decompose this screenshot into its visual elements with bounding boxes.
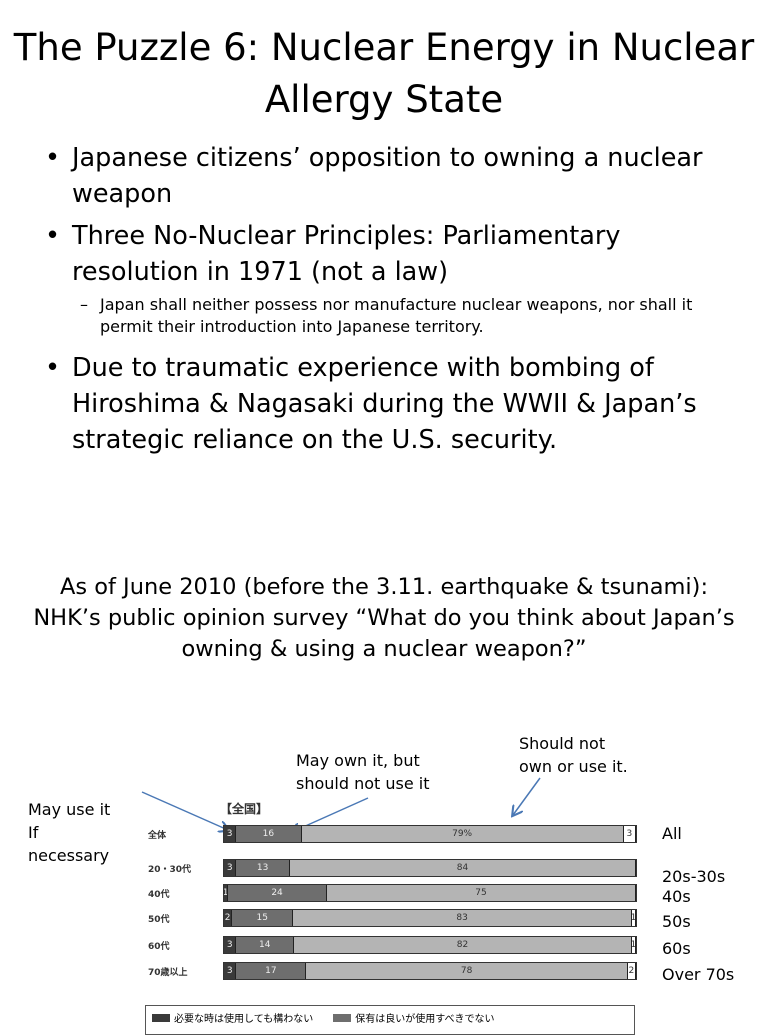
slide-title: The Puzzle 6: Nuclear Energy in Nuclear … — [13, 26, 755, 121]
bar-row: 12475 — [223, 884, 637, 902]
bar-segment: 83 — [293, 910, 632, 926]
bar-segment: 2 — [224, 910, 233, 926]
bar-segment: 16 — [236, 826, 302, 842]
bar-segment: 82 — [294, 937, 632, 953]
bar-segment: 78 — [306, 963, 628, 979]
category-label: 50代 — [148, 915, 170, 925]
category-label: 70歳以上 — [148, 968, 188, 978]
bar-segment: 2 — [627, 963, 636, 979]
category-label-en: 50s — [662, 912, 691, 931]
bar-segment: 84 — [289, 860, 636, 876]
bar-segment: 24 — [228, 885, 327, 901]
legend-item: 必要な時は使用しても構わない — [152, 1010, 313, 1030]
annotation-may-use: May use it If necessary — [28, 800, 111, 865]
bar-row: 3 16 79% 3 — [223, 825, 637, 843]
bar-segment: 3 — [224, 826, 237, 842]
category-label-en: 20s-30s — [662, 867, 726, 886]
bar-segment: 1 — [631, 937, 636, 953]
bar-segment: 15 — [232, 910, 294, 926]
bullet: Due to traumatic experience with bombing… — [45, 350, 745, 458]
bar-segment: 79% — [301, 826, 624, 842]
bar-segment: 17 — [236, 963, 307, 979]
bar-segment: 3 — [623, 826, 636, 842]
annotation-should-not: Should not own or use it. — [519, 734, 628, 776]
bar-row: 314821 — [223, 936, 637, 954]
bar-segment: 3 — [224, 860, 237, 876]
category-label-en: 40s — [662, 887, 691, 906]
bar-segment: 3 — [224, 937, 237, 953]
bullet-list: Japanese citizens’ opposition to owning … — [45, 140, 745, 464]
category-label: 全体 — [148, 831, 167, 841]
category-label-en: All — [662, 824, 682, 843]
survey-caption: As of June 2010 (before the 3.11. earthq… — [33, 574, 735, 662]
bar-segment: 75 — [326, 885, 636, 901]
bar-segment: 1 — [224, 885, 229, 901]
sub-bullet: Japan shall neither possess nor manufact… — [45, 294, 745, 338]
annotation-may-own: May own it, but should not use it — [296, 751, 430, 793]
category-label: 40代 — [148, 890, 170, 900]
legend-item: 保有は良いが使用すべきでない — [333, 1010, 495, 1030]
bar-segment: 1 — [631, 910, 636, 926]
arrow — [141, 791, 228, 830]
category-label: 60代 — [148, 942, 170, 952]
chart-title: 【全国】 — [220, 802, 269, 816]
arrow — [513, 777, 541, 815]
bar-row: 3 17 78 2 — [223, 962, 637, 980]
bar-segment: 14 — [236, 937, 295, 953]
bar-segment: 3 — [224, 963, 237, 979]
bar-row: 215831 — [223, 909, 637, 927]
bar-segment: 13 — [236, 860, 290, 876]
bar-row: 3 13 84 — [223, 859, 637, 877]
bullet: Japanese citizens’ opposition to owning … — [45, 140, 745, 212]
bullet: Three No-Nuclear Principles: Parliamenta… — [45, 218, 745, 290]
category-label: 20・30代 — [148, 865, 192, 875]
category-label-en: Over 70s — [662, 965, 735, 984]
chart-legend: 必要な時は使用しても構わない 保有は良いが使用すべきでない — [145, 1005, 635, 1035]
category-label-en: 60s — [662, 939, 691, 958]
